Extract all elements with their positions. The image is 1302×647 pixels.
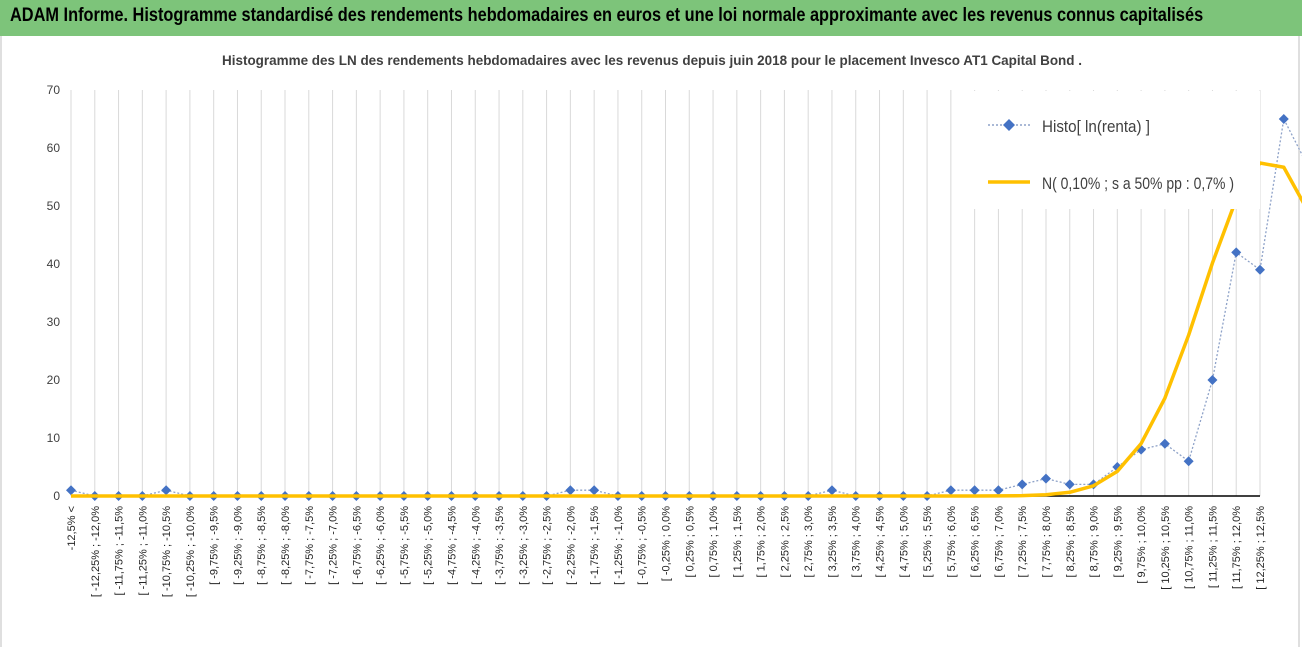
x-tick-label: [ 6,25% ; 6,5% bbox=[970, 506, 982, 578]
x-tick-label: [ -3,25% ; -3,0% bbox=[518, 506, 530, 585]
y-axis-ticks: 0 10 20 30 40 50 60 70 bbox=[47, 83, 61, 503]
report-banner: ADAM Informe. Histogramme standardisé de… bbox=[0, 0, 1302, 36]
histo-point bbox=[1207, 375, 1218, 385]
y-tick-label: 10 bbox=[47, 431, 61, 445]
x-tick-label: [ 1,25% ; 1,5% bbox=[732, 506, 744, 578]
legend-box bbox=[962, 91, 1260, 209]
x-tick-label: [ 5,25% ; 5,5% bbox=[922, 506, 934, 578]
x-axis-ticks: -12,5% < [ -12,25% ; -12,0% [ -11,75% ; -1… bbox=[66, 506, 1267, 597]
x-tick-label: [ 10,75% ; 11,0% bbox=[1184, 506, 1196, 589]
histo-series bbox=[66, 114, 1302, 501]
x-tick-label: [ 11,75% ; 12,0% bbox=[1231, 506, 1243, 589]
x-tick-label: [ -1,75% ; -1,5% bbox=[589, 506, 601, 585]
x-tick-label: [ 0,75% ; 1,0% bbox=[708, 506, 720, 578]
x-tick-label: [ 1,75% ; 2,0% bbox=[756, 506, 768, 578]
x-tick-label: -12,5% < bbox=[66, 506, 78, 550]
legend-normal-label: N( 0,10% ; s a 50% pp : 0,7% ) bbox=[1042, 174, 1234, 193]
x-tick-label: [ -6,75% ; -6,5% bbox=[351, 506, 363, 585]
x-tick-label: [ -4,75% ; -4,5% bbox=[446, 506, 458, 585]
histo-point bbox=[1159, 438, 1170, 449]
x-tick-label: [ -3,75% ; -3,5% bbox=[494, 506, 506, 585]
x-tick-label: [ 2,25% ; 2,5% bbox=[779, 506, 791, 578]
x-tick-label: [ -7,75% ; -7,5% bbox=[304, 506, 316, 585]
x-tick-label: [ 0,25% ; 0,5% bbox=[684, 506, 696, 578]
x-tick-label: [ -0,75% ; -0,5% bbox=[637, 506, 649, 585]
histo-point bbox=[993, 485, 1004, 496]
x-tick-label: [ -2,25% ; -2,0% bbox=[565, 506, 577, 585]
x-tick-label: [ -11,25% ; -11,0% bbox=[137, 506, 149, 596]
chart-frame: Histogramme des LN des rendements hebdom… bbox=[0, 36, 1302, 647]
chart: Histogramme des LN des rendements hebdom… bbox=[0, 36, 1302, 647]
x-tick-label: [ -12,25% ; -12,0% bbox=[90, 506, 102, 597]
x-tick-label: [ 3,25% ; 3,5% bbox=[827, 506, 839, 578]
x-tick-label: [ 4,25% ; 4,5% bbox=[875, 506, 887, 578]
x-tick-label: [ 10,25% ; 10,5% bbox=[1160, 506, 1172, 590]
x-tick-label: [ -11,75% ; -11,5% bbox=[114, 506, 126, 596]
y-tick-label: 50 bbox=[47, 199, 61, 213]
histo-point bbox=[1231, 247, 1242, 258]
histo-point bbox=[969, 485, 980, 496]
histo-point bbox=[589, 485, 600, 496]
y-tick-label: 60 bbox=[47, 141, 61, 155]
x-tick-label: [ 12,25% ; 12,5% bbox=[1255, 506, 1267, 590]
x-tick-label: [ -5,75% ; -5,5% bbox=[399, 506, 411, 585]
x-tick-label: [ 7,75% ; 8,0% bbox=[1041, 506, 1053, 578]
y-tick-label: 0 bbox=[53, 489, 60, 503]
histo-point bbox=[1017, 479, 1028, 490]
x-tick-label: [ 8,25% ; 8,5% bbox=[1065, 506, 1077, 578]
x-tick-label: [ -10,75% ; -10,5% bbox=[161, 506, 173, 597]
x-tick-label: [ 6,75% ; 7,0% bbox=[993, 506, 1005, 578]
histo-point bbox=[161, 485, 172, 496]
x-tick-label: [ -7,25% ; -7,0% bbox=[328, 506, 340, 585]
x-tick-label: [ -5,25% ; -5,0% bbox=[423, 506, 435, 585]
x-tick-label: [ -10,25% ; -10,0% bbox=[185, 506, 197, 597]
legend-histo-label: Histo[ ln(renta) ] bbox=[1042, 117, 1150, 136]
x-tick-label: [ -6,25% ; -6,0% bbox=[375, 506, 387, 585]
histo-point bbox=[1183, 456, 1194, 467]
histo-point bbox=[1064, 479, 1075, 490]
histo-point bbox=[1040, 473, 1051, 484]
x-tick-label: [ -9,25% ; -9,0% bbox=[232, 506, 244, 585]
x-tick-label: [ 2,75% ; 3,0% bbox=[803, 506, 815, 578]
x-tick-label: [ 11,25% ; 11,5% bbox=[1207, 506, 1219, 588]
gridlines bbox=[70, 90, 1261, 496]
x-tick-label: [ -0,25% ; 0,0% bbox=[661, 506, 673, 581]
legend-histo-marker bbox=[1003, 119, 1015, 131]
x-tick-label: [ 4,75% ; 5,0% bbox=[898, 506, 910, 578]
histo-point bbox=[1255, 264, 1265, 275]
x-tick-label: [ -4,25% ; -4,0% bbox=[470, 506, 482, 585]
x-tick-label: [ 7,25% ; 7,5% bbox=[1017, 506, 1029, 578]
y-tick-label: 70 bbox=[47, 83, 61, 97]
report-title: ADAM Informe. Histogramme standardisé de… bbox=[10, 5, 1204, 26]
x-tick-label: [ -8,75% ; -8,5% bbox=[256, 506, 268, 585]
x-tick-label: [ 3,75% ; 4,0% bbox=[851, 506, 863, 578]
x-tick-label: [ 8,75% ; 9,0% bbox=[1089, 506, 1101, 578]
x-tick-label: [ -2,75% ; -2,5% bbox=[542, 506, 554, 585]
histo-point bbox=[826, 485, 837, 496]
x-tick-label: [ -8,25% ; -8,0% bbox=[280, 506, 292, 585]
x-tick-label: [ 9,75% ; 10,0% bbox=[1136, 506, 1148, 584]
chart-title: Histogramme des LN des rendements hebdom… bbox=[222, 53, 1082, 68]
histo-point bbox=[945, 485, 956, 496]
x-tick-label: [ -1,25% ; -1,0% bbox=[613, 506, 625, 585]
x-tick-label: [ 9,25% ; 9,5% bbox=[1112, 506, 1124, 578]
x-tick-label: [ -9,75% ; -9,5% bbox=[209, 506, 221, 585]
legend: Histo[ ln(renta) ] N( 0,10% ; s a 50% pp… bbox=[962, 91, 1260, 209]
x-tick-label: [ 5,75% ; 6,0% bbox=[946, 506, 958, 578]
histo-point bbox=[565, 485, 576, 496]
y-tick-label: 30 bbox=[47, 315, 61, 329]
histo-point bbox=[66, 485, 76, 496]
y-tick-label: 40 bbox=[47, 257, 61, 271]
y-tick-label: 20 bbox=[47, 373, 61, 387]
histo-point bbox=[1278, 114, 1289, 124]
